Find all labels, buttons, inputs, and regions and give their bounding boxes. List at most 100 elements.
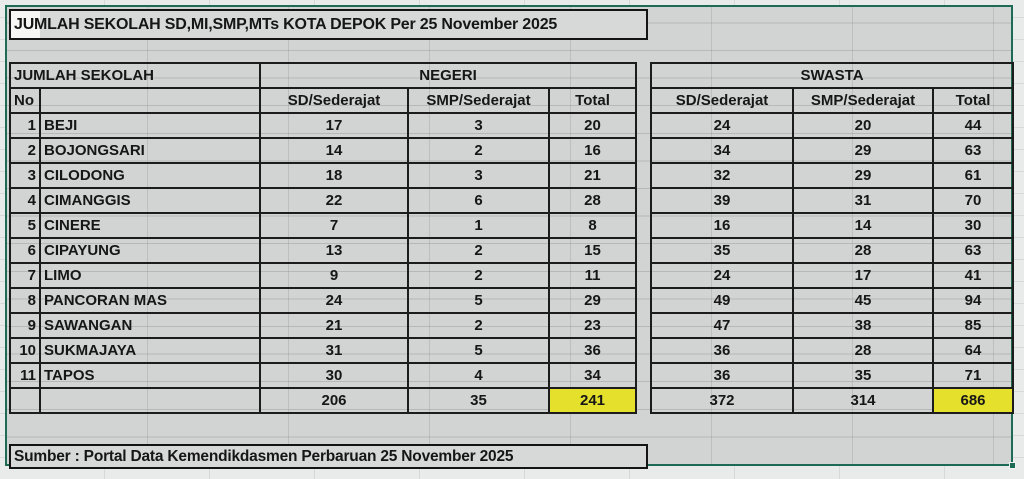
separator-cell[interactable] <box>635 138 653 163</box>
negeri-value-cell[interactable]: 17 <box>259 112 410 139</box>
negeri-value-cell[interactable]: 21 <box>259 312 410 339</box>
swasta-value-cell[interactable]: 14 <box>792 212 935 239</box>
district-name-cell[interactable]: TAPOS <box>38 362 262 389</box>
district-name-cell[interactable]: BEJI <box>38 112 262 139</box>
district-name-cell[interactable]: BOJONGSARI <box>38 137 262 164</box>
total-negeri-sd[interactable]: 206 <box>259 387 410 414</box>
negeri-value-cell[interactable]: 2 <box>407 137 551 164</box>
row-no-cell[interactable]: 4 <box>9 187 41 214</box>
total-negeri-smp[interactable]: 35 <box>407 387 551 414</box>
negeri-value-cell[interactable]: 8 <box>548 212 638 239</box>
swasta-value-cell[interactable]: 47 <box>650 312 795 339</box>
total-swasta-sd[interactable]: 372 <box>650 387 795 414</box>
swasta-value-cell[interactable]: 24 <box>650 262 795 289</box>
district-name-cell[interactable]: CINERE <box>38 212 262 239</box>
negeri-value-cell[interactable]: 3 <box>407 112 551 139</box>
swasta-value-cell[interactable]: 32 <box>650 162 795 189</box>
negeri-value-cell[interactable]: 22 <box>259 187 410 214</box>
separator-cell[interactable] <box>635 363 653 388</box>
negeri-value-cell[interactable]: 1 <box>407 212 551 239</box>
swasta-value-cell[interactable]: 16 <box>650 212 795 239</box>
swasta-value-cell[interactable]: 64 <box>932 337 1015 364</box>
swasta-value-cell[interactable]: 85 <box>932 312 1015 339</box>
district-name-cell[interactable]: SUKMAJAYA <box>38 337 262 364</box>
district-name-cell[interactable]: PANCORAN MAS <box>38 287 262 314</box>
district-name-cell[interactable]: CIPAYUNG <box>38 237 262 264</box>
negeri-value-cell[interactable]: 2 <box>407 262 551 289</box>
swasta-value-cell[interactable]: 34 <box>650 137 795 164</box>
negeri-value-cell[interactable]: 28 <box>548 187 638 214</box>
separator-cell[interactable] <box>635 63 653 88</box>
row-no-cell[interactable]: 8 <box>9 287 41 314</box>
group-header-negeri[interactable]: NEGERI <box>259 62 638 89</box>
swasta-value-cell[interactable]: 71 <box>932 362 1015 389</box>
swasta-value-cell[interactable]: 39 <box>650 187 795 214</box>
row-no-cell[interactable]: 1 <box>9 112 41 139</box>
row-no-cell[interactable]: 11 <box>9 362 41 389</box>
separator-cell[interactable] <box>635 338 653 363</box>
district-name-cell[interactable]: CILODONG <box>38 162 262 189</box>
negeri-value-cell[interactable]: 18 <box>259 162 410 189</box>
swasta-value-cell[interactable]: 49 <box>650 287 795 314</box>
row-no-cell[interactable]: 9 <box>9 312 41 339</box>
swasta-value-cell[interactable]: 29 <box>792 137 935 164</box>
negeri-value-cell[interactable]: 31 <box>259 337 410 364</box>
negeri-value-cell[interactable]: 16 <box>548 137 638 164</box>
negeri-value-cell[interactable]: 11 <box>548 262 638 289</box>
row-no-cell[interactable]: 10 <box>9 337 41 364</box>
col-header-swasta-total[interactable]: Total <box>932 87 1015 114</box>
negeri-value-cell[interactable]: 29 <box>548 287 638 314</box>
separator-cell[interactable] <box>635 88 653 113</box>
separator-cell[interactable] <box>635 288 653 313</box>
totals-name-blank[interactable] <box>38 387 262 414</box>
negeri-value-cell[interactable]: 24 <box>259 287 410 314</box>
swasta-value-cell[interactable]: 63 <box>932 237 1015 264</box>
swasta-value-cell[interactable]: 38 <box>792 312 935 339</box>
swasta-value-cell[interactable]: 24 <box>650 112 795 139</box>
swasta-value-cell[interactable]: 29 <box>792 162 935 189</box>
swasta-value-cell[interactable]: 45 <box>792 287 935 314</box>
swasta-value-cell[interactable]: 28 <box>792 337 935 364</box>
separator-cell[interactable] <box>635 113 653 138</box>
swasta-value-cell[interactable]: 63 <box>932 137 1015 164</box>
swasta-value-cell[interactable]: 20 <box>792 112 935 139</box>
section-label-cell[interactable]: JUMLAH SEKOLAH <box>8 62 262 89</box>
col-header-swasta-smp[interactable]: SMP/Sederajat <box>792 87 935 114</box>
active-cell-highlight[interactable] <box>11 11 40 38</box>
swasta-value-cell[interactable]: 17 <box>792 262 935 289</box>
separator-cell[interactable] <box>635 263 653 288</box>
col-header-negeri-smp[interactable]: SMP/Sederajat <box>407 87 551 114</box>
row-no-cell[interactable]: 2 <box>9 137 41 164</box>
swasta-value-cell[interactable]: 35 <box>650 237 795 264</box>
source-cell[interactable]: Sumber : Portal Data Kemendikdasmen Perb… <box>9 444 648 469</box>
row-no-cell[interactable]: 6 <box>9 237 41 264</box>
negeri-value-cell[interactable]: 7 <box>259 212 410 239</box>
negeri-value-cell[interactable]: 4 <box>407 362 551 389</box>
negeri-value-cell[interactable]: 13 <box>259 237 410 264</box>
swasta-value-cell[interactable]: 94 <box>932 287 1015 314</box>
col-header-negeri-total[interactable]: Total <box>548 87 638 114</box>
swasta-value-cell[interactable]: 41 <box>932 262 1015 289</box>
separator-cell[interactable] <box>635 313 653 338</box>
negeri-value-cell[interactable]: 15 <box>548 237 638 264</box>
separator-cell[interactable] <box>635 238 653 263</box>
swasta-value-cell[interactable]: 35 <box>792 362 935 389</box>
swasta-value-cell[interactable]: 61 <box>932 162 1015 189</box>
swasta-value-cell[interactable]: 36 <box>650 337 795 364</box>
negeri-value-cell[interactable]: 20 <box>548 112 638 139</box>
swasta-value-cell[interactable]: 70 <box>932 187 1015 214</box>
separator-cell[interactable] <box>635 388 653 413</box>
row-no-cell[interactable]: 7 <box>9 262 41 289</box>
row-no-cell[interactable]: 3 <box>9 162 41 189</box>
total-swasta-all[interactable]: 686 <box>932 387 1015 414</box>
negeri-value-cell[interactable]: 21 <box>548 162 638 189</box>
swasta-value-cell[interactable]: 44 <box>932 112 1015 139</box>
swasta-value-cell[interactable]: 31 <box>792 187 935 214</box>
negeri-value-cell[interactable]: 14 <box>259 137 410 164</box>
col-header-swasta-sd[interactable]: SD/Sederajat <box>650 87 795 114</box>
separator-cell[interactable] <box>635 163 653 188</box>
district-name-cell[interactable]: SAWANGAN <box>38 312 262 339</box>
col-header-no[interactable]: No <box>9 87 41 114</box>
negeri-value-cell[interactable]: 5 <box>407 337 551 364</box>
negeri-value-cell[interactable]: 2 <box>407 312 551 339</box>
